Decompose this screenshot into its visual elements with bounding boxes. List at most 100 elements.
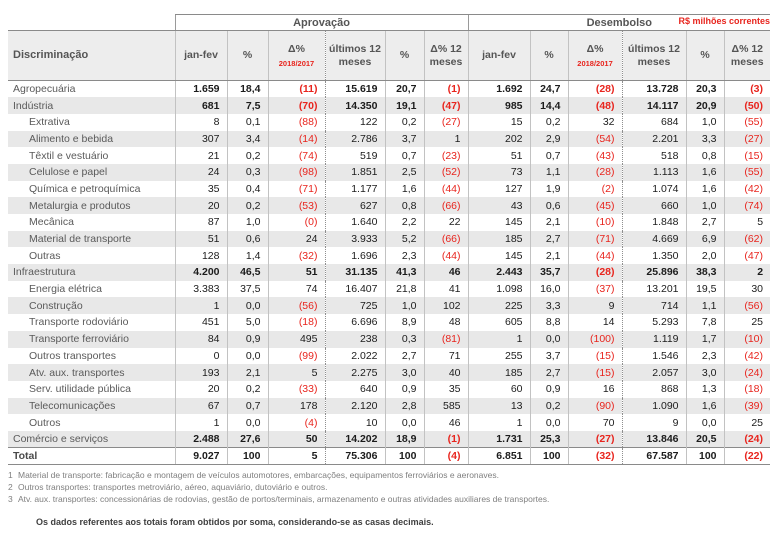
table-cell: 2,1 [529,214,569,231]
table-cell: 37,5 [226,280,268,298]
table-row: Transporte rodoviário 451 5,0 (18) 6.696 8,9 4… [8,314,771,331]
row-label: Energia elétrica [29,283,102,296]
table-cell: 519 [324,147,385,164]
table-cell: 15 [467,113,531,131]
table-cell: 100 [529,447,569,465]
table-cell: 0 [174,347,227,365]
row-label: Infraestrutura [8,264,175,281]
table-cell: 1.640 [324,214,385,231]
table-cell: (1) [423,430,469,448]
table-cell: 5,2 [384,230,424,248]
table-cell: 14.117 [621,97,687,114]
table-cell: 8,9 [384,314,424,331]
table-cell: (27) [567,430,623,448]
table-cell: 75.306 [324,447,385,465]
row-label: Extrativa [29,116,70,129]
table-row: Alimento e bebida 307 3,4 (14) 2.786 3,7 1 202 2… [8,130,771,148]
table-cell: 6.851 [467,447,531,465]
band-spacer [8,14,175,31]
table-row: Indústria 681 7,5 (70) 14.350 19,1 (47) 985 14,4… [8,97,771,114]
table-cell: (32) [267,247,325,265]
table-cell: 4.669 [621,230,687,248]
table-row: Mecânica 87 1,0 (0) 1.640 2,2 22 145 2,1 (10) 1.84… [8,214,771,231]
table-cell: 7,8 [685,314,725,331]
table-cell: 3,0 [685,364,725,381]
table-cell: 0,7 [384,147,424,164]
table-cell: 5.293 [621,314,687,331]
table-cell: 16 [567,380,623,398]
table-cell: 67.587 [621,447,687,465]
table-row: Outras 128 1,4 (32) 1.696 2,3 (44) 145 2,1 (44) 1.… [8,247,771,265]
table-cell: 20 [174,380,227,398]
col-aprovacao-janfev: jan-fev [174,30,227,81]
table-cell: 0,3 [384,330,424,348]
table-row: Infraestrutura 4.200 46,5 51 31.135 41,3 46 2.4… [8,264,771,281]
table-cell: (24) [723,430,771,448]
table-cell: 13 [467,397,531,415]
col-aprovacao-pct12: % [384,30,424,81]
delta-years-label: 2018/2017 [577,58,613,68]
table-cell: 2.057 [621,364,687,381]
table-cell: 1.098 [467,280,531,298]
table-cell: 307 [174,130,227,148]
table-cell: (42) [723,180,771,198]
table-cell: 145 [467,247,531,265]
row-label: Têxtil e vestuário [29,149,109,162]
row-label: Material de transporte [8,230,175,248]
table-cell: 0,4 [226,180,268,198]
table-cell: (28) [567,163,623,181]
table-cell: (15) [567,364,623,381]
table-cell: (10) [567,214,623,231]
table-cell: 2,2 [384,214,424,231]
table-cell: 1,6 [685,180,725,198]
table-cell: (44) [423,247,469,265]
table-cell: 27,6 [226,430,268,448]
table-cell: (50) [723,97,771,114]
table-row: Construção 1 0,0 (56) 725 1,0 102 225 3,3 9 714 1,1… [8,297,771,315]
table-row: Comércio e serviços 2.488 27,6 50 14.202 18,9… [8,430,771,448]
table-cell: 0,1 [226,113,268,131]
table-cell: 9 [567,297,623,315]
delta-years-label: 2018/2017 [278,58,315,68]
footnote-text: Atv. aux. transportes: concessionárias d… [18,493,550,504]
table-cell: 35,7 [529,264,569,281]
table-cell: 640 [324,380,385,398]
table-cell: (53) [267,197,325,214]
table-cell: 1,3 [685,380,725,398]
table-cell: 19,5 [685,280,725,298]
col-aprovacao-pct: % [226,30,268,81]
table-cell: (4) [423,447,469,465]
table-cell: 0,0 [226,297,268,315]
table-cell: 238 [324,330,385,348]
row-label: Indústria [8,97,175,114]
table-row: Energia elétrica 3.383 37,5 74 16.407 21,8 41 1… [8,280,771,298]
table-cell: (98) [267,163,325,181]
table-cell: (33) [267,380,325,398]
table-cell: 2.786 [324,130,385,148]
table-cell: 868 [621,380,687,398]
col-aprovacao-last12: últimos 12 meses [324,30,385,81]
table-cell: 3,7 [384,130,424,148]
row-label: Outros [29,416,61,429]
table-cell: 1.113 [621,163,687,181]
table-cell: (70) [267,97,325,114]
table-cell: 714 [621,297,687,315]
row-label: Transporte rodoviário [29,316,129,329]
table-cell: 0,9 [226,330,268,348]
row-label: Serv. utilidade pública [29,383,131,396]
table-cell: (22) [723,447,771,465]
table-cell: 1.074 [621,180,687,198]
table-cell: 24,7 [529,80,569,98]
table-cell: 1,4 [226,247,268,265]
table-cell: (2) [567,180,623,198]
table-cell: 1,6 [685,397,725,415]
table-cell: (66) [423,197,469,214]
group-header-row: Aprovação Desembolso [8,14,771,31]
table-cell: 9 [621,414,687,431]
table-cell: 2,7 [685,214,725,231]
footnote-text: Outros transportes: transportes metroviá… [18,481,328,492]
table-cell: 0,2 [226,197,268,214]
table-cell: 0,0 [685,414,725,431]
table-cell: 67 [174,397,227,415]
table-cell: 0,0 [384,414,424,431]
